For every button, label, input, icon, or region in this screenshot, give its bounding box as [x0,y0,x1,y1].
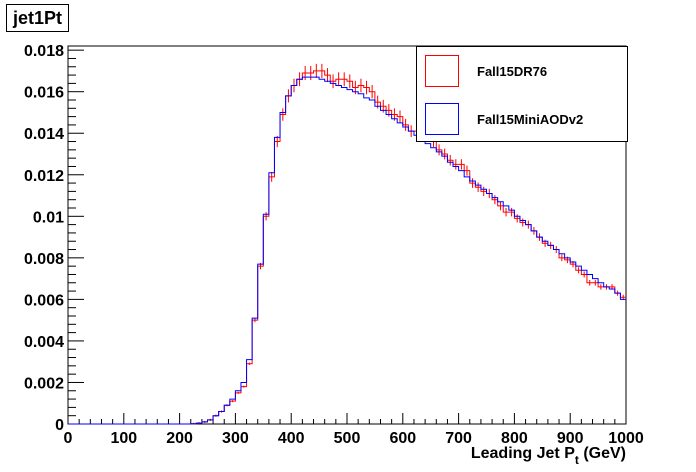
y-tick-label: 0.016 [24,85,64,102]
y-tick-label: 0 [55,417,64,434]
y-tick-label: 0.018 [24,43,64,60]
y-tick-label: 0.012 [24,168,64,185]
series-fall15miniaodv2 [68,76,626,425]
legend-entry-fall15dr76: Fall15DR76 [425,55,625,89]
y-tick-label: 0.014 [24,126,64,143]
x-axis-label-unit: (GeV) [579,445,626,462]
x-tick-label: 800 [501,430,528,447]
y-tick-label: 0.004 [24,334,64,351]
legend: Fall15DR76 Fall15MiniAODv2 [416,46,628,142]
x-tick-label: 1000 [608,430,644,447]
x-tick-label: 100 [110,430,137,447]
y-tick-label: 0.006 [24,292,64,309]
x-tick-label: 0 [64,430,73,447]
x-tick-label: 600 [389,430,416,447]
x-axis-label-sub: t [575,453,579,467]
y-tick-label: 0.008 [24,251,64,268]
y-tick-label: 0.002 [24,375,64,392]
y-tick-label: 0.01 [33,209,64,226]
legend-label-fall15dr76: Fall15DR76 [477,64,548,79]
x-tick-label: 200 [166,430,193,447]
x-tick-label: 400 [278,430,305,447]
x-tick-label: 700 [445,430,472,447]
legend-entry-fall15miniaodv2: Fall15MiniAODv2 [425,103,625,137]
x-tick-label: 500 [334,430,361,447]
series-layer [68,63,626,425]
x-axis-label-main: Leading Jet P [471,445,575,462]
legend-swatch-red [425,55,459,87]
x-tick-label: 300 [222,430,249,447]
chart-title: jet1Pt [6,4,70,32]
legend-swatch-blue [425,103,459,135]
series-line [68,76,626,425]
axis-ticks: 0 100 200 300 400 500 600 700 800 900 1000 0 0.002 0.… [24,43,644,447]
legend-label-fall15miniaodv2: Fall15MiniAODv2 [477,112,584,127]
x-tick-label: 900 [557,430,584,447]
x-axis-label: Leading Jet Pt (GeV) [471,445,626,467]
